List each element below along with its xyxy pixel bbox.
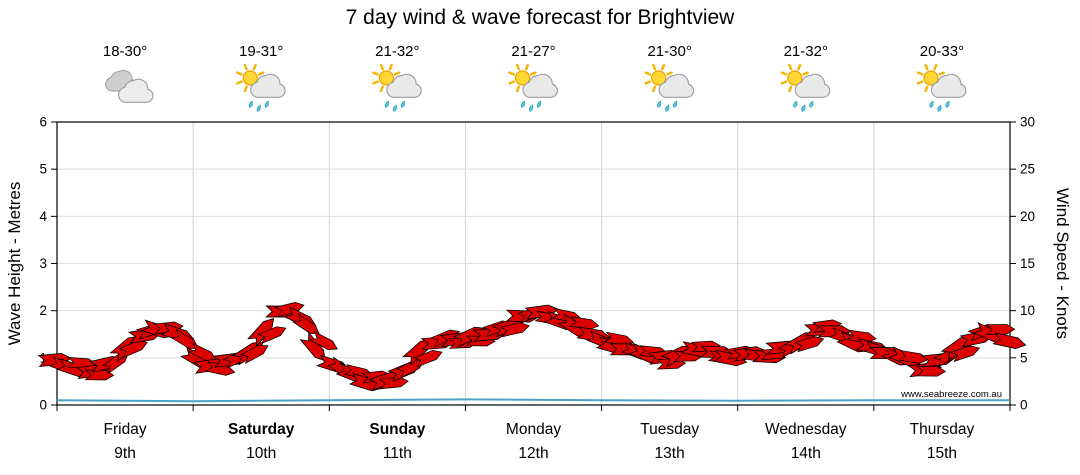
wind-barb bbox=[257, 326, 287, 345]
day-date-label: 10th bbox=[246, 445, 276, 462]
right-tick-label: 20 bbox=[1020, 209, 1035, 224]
left-axis-title: Wave Height - Metres bbox=[5, 182, 24, 346]
day-temp-label: 21-32° bbox=[375, 43, 419, 60]
day-name-label: Wednesday bbox=[765, 421, 847, 438]
day-name-label: Sunday bbox=[369, 421, 425, 438]
day-temp-label: 19-31° bbox=[239, 43, 283, 60]
day-name-label: Monday bbox=[506, 421, 561, 438]
day-temp-label: 21-30° bbox=[647, 43, 691, 60]
page-title: 7 day wind & wave forecast for Brightvie… bbox=[345, 6, 735, 29]
right-axis-title: Wind Speed - Knots bbox=[1053, 188, 1072, 339]
wind-barb bbox=[985, 324, 1016, 335]
watermark-text: www.seabreeze.com.au bbox=[900, 389, 1002, 400]
day-date-label: 13th bbox=[655, 445, 685, 462]
left-tick-label: 6 bbox=[39, 115, 47, 130]
right-tick-label: 15 bbox=[1020, 256, 1035, 271]
wind-barb bbox=[299, 331, 326, 362]
wind-barb bbox=[794, 336, 825, 353]
right-tick-label: 0 bbox=[1020, 398, 1028, 413]
day-name-label: Friday bbox=[104, 421, 147, 438]
left-tick-label: 4 bbox=[39, 209, 47, 224]
day-date-label: 9th bbox=[114, 445, 136, 462]
wind-barb bbox=[413, 350, 443, 368]
day-name-label: Saturday bbox=[228, 421, 295, 438]
wind-barb bbox=[309, 330, 338, 351]
wind-barb bbox=[916, 365, 947, 377]
sun-showers-icon bbox=[508, 63, 558, 112]
day-temp-label: 18-30° bbox=[103, 43, 147, 60]
day-temp-label: 21-32° bbox=[784, 43, 828, 60]
sun-showers-icon bbox=[644, 63, 695, 112]
right-tick-label: 30 bbox=[1020, 115, 1035, 130]
wave-height-line bbox=[56, 398, 1010, 403]
left-tick-label: 5 bbox=[39, 162, 47, 177]
day-date-label: 15th bbox=[927, 445, 957, 462]
right-tick-label: 10 bbox=[1020, 303, 1035, 318]
wind-barb bbox=[898, 350, 929, 364]
wind-barb bbox=[992, 332, 1027, 349]
right-tick-label: 25 bbox=[1020, 162, 1035, 177]
wind-barb bbox=[950, 345, 981, 362]
clouds-icon bbox=[105, 69, 154, 103]
left-tick-label: 2 bbox=[39, 303, 47, 318]
day-date-label: 11th bbox=[383, 445, 412, 462]
sun-showers-icon bbox=[916, 63, 967, 112]
sun-showers-icon bbox=[780, 63, 831, 112]
wind-barb bbox=[239, 344, 269, 365]
day-temp-label: 20-33° bbox=[920, 43, 964, 60]
day-temp-label: 21-27° bbox=[511, 43, 555, 60]
left-tick-label: 3 bbox=[39, 256, 47, 271]
left-tick-label: 0 bbox=[39, 398, 47, 413]
wind-barb bbox=[499, 322, 530, 338]
sun-showers-icon bbox=[236, 63, 286, 112]
day-name-label: Thursday bbox=[910, 421, 975, 438]
right-tick-label: 5 bbox=[1020, 350, 1028, 365]
wind-barb bbox=[292, 313, 320, 335]
day-date-label: 12th bbox=[518, 445, 548, 462]
day-name-label: Tuesday bbox=[640, 421, 699, 438]
sun-showers-icon bbox=[372, 63, 422, 112]
day-date-label: 14th bbox=[791, 445, 821, 462]
